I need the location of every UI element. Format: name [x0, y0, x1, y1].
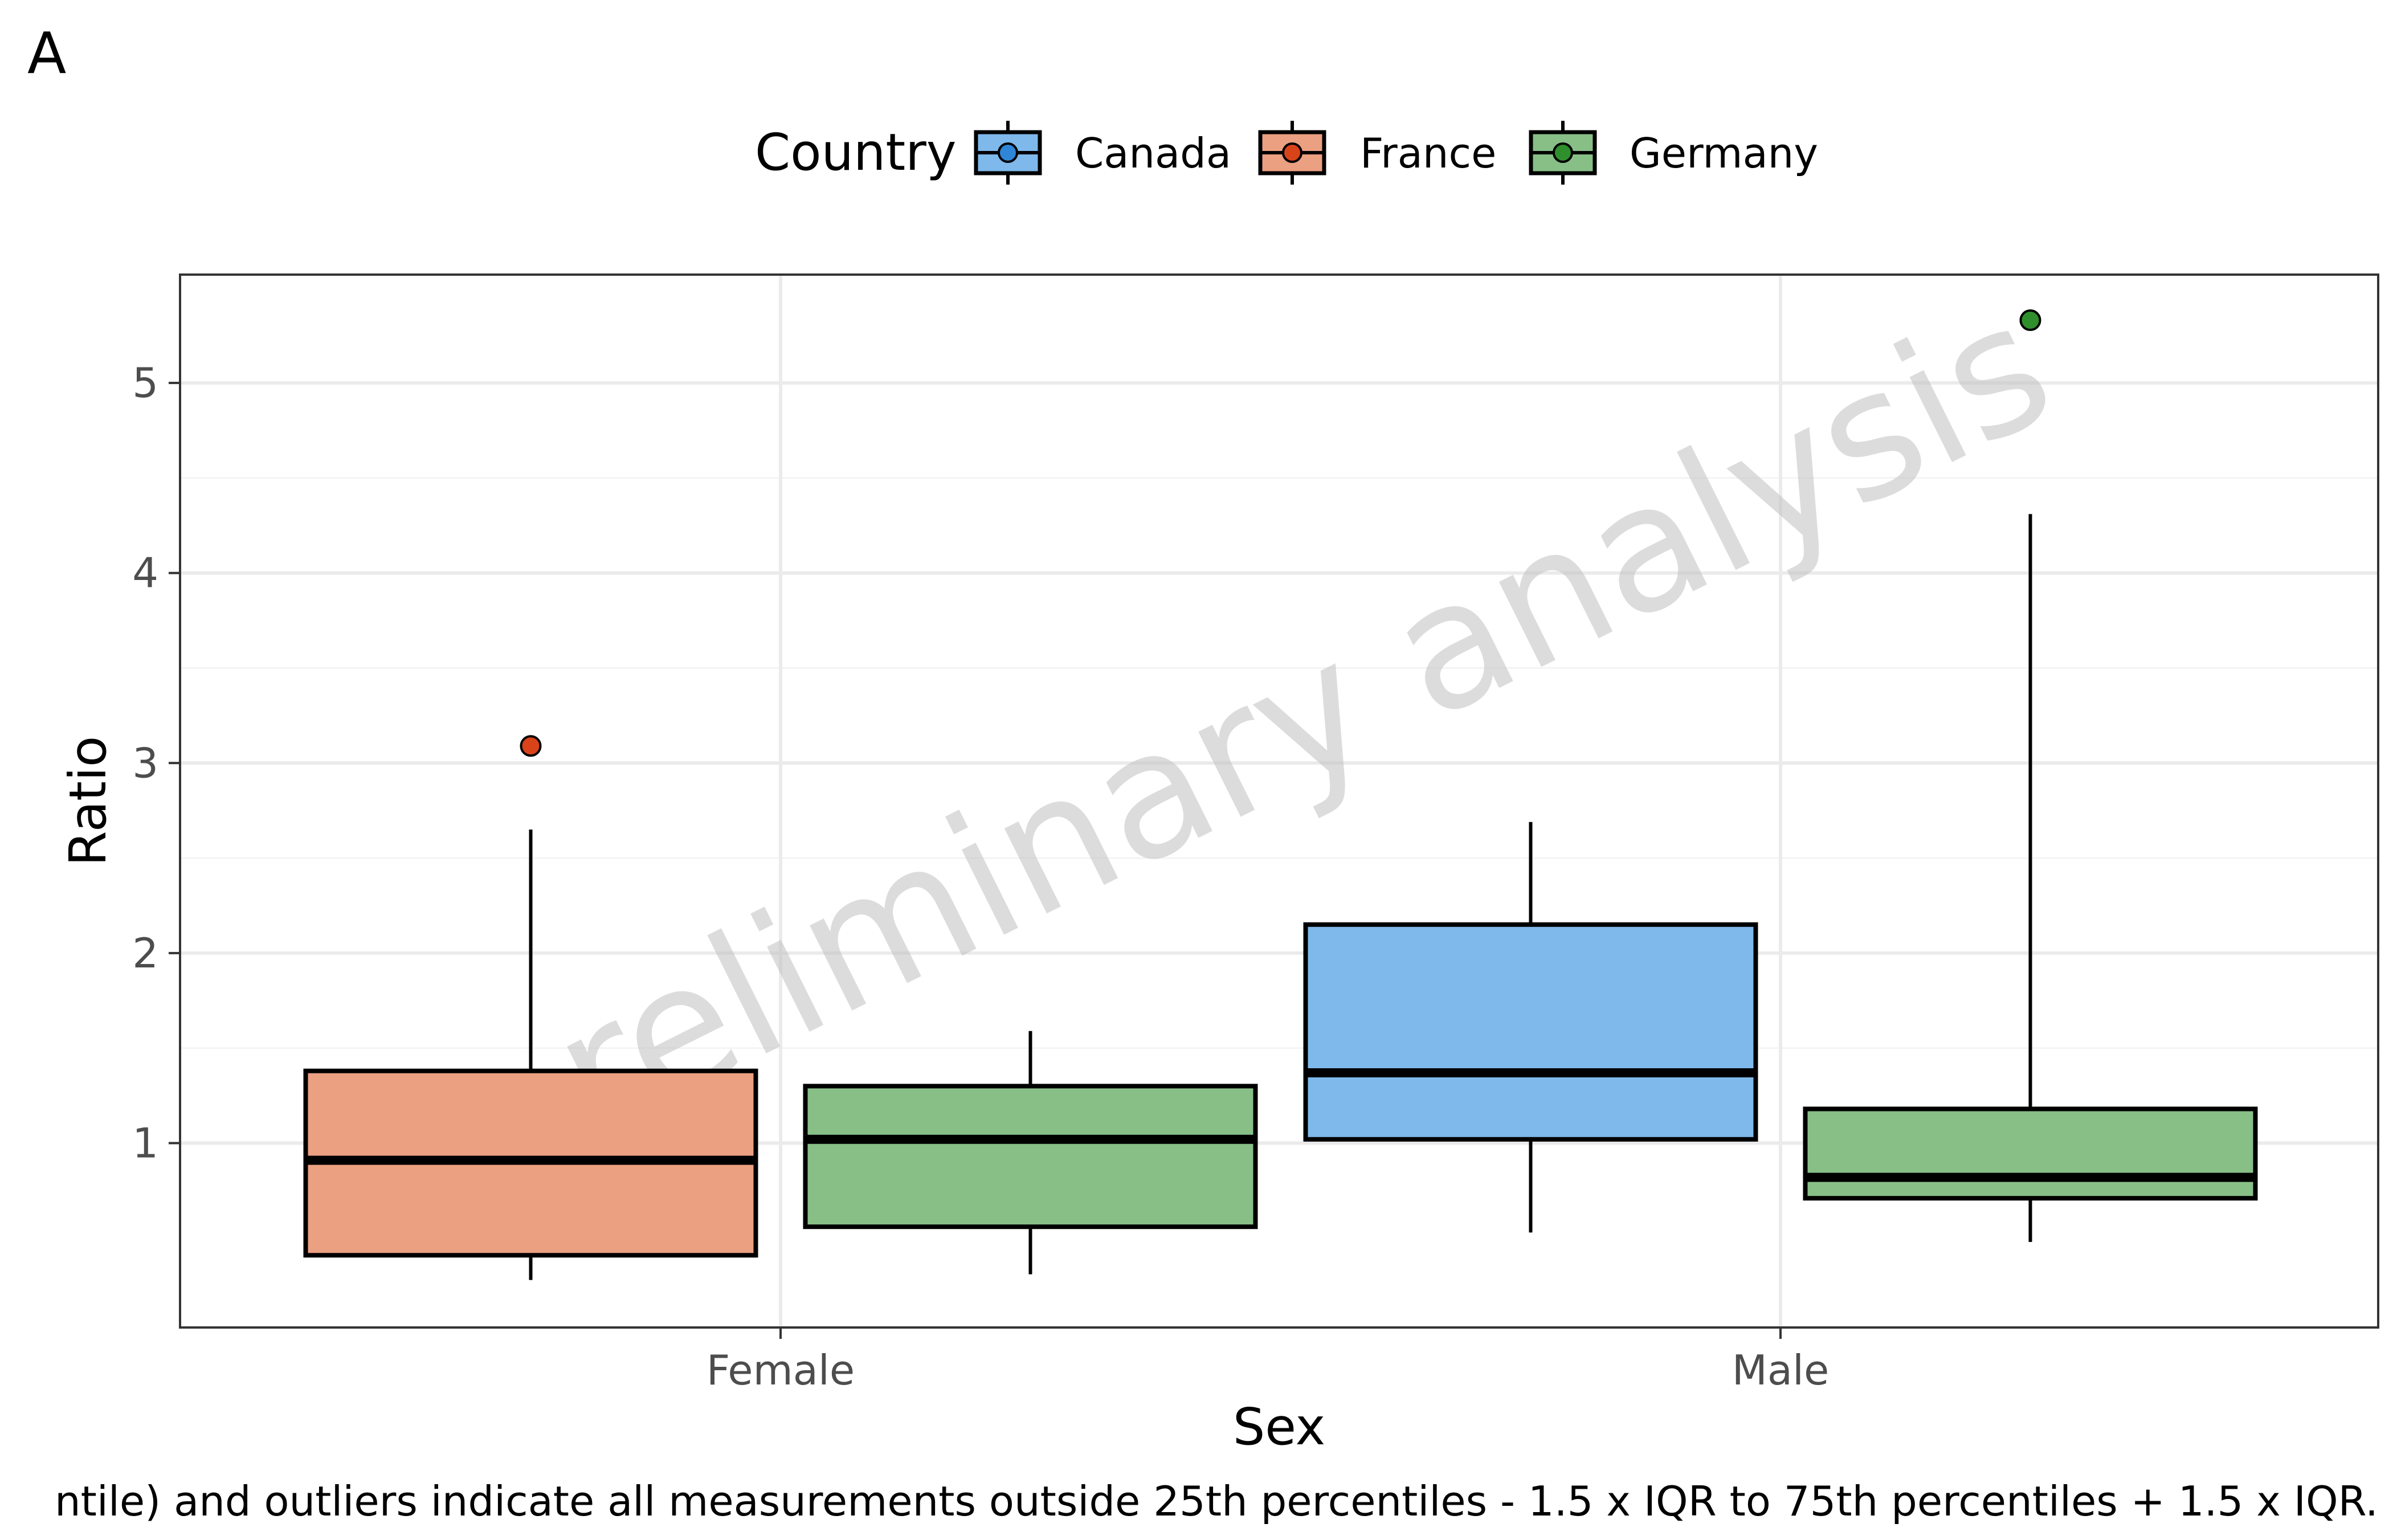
- axes: 1 2 3 4 5 Female Male: [132, 359, 1829, 1394]
- panel-tag: A: [27, 20, 66, 87]
- y-tick-label: 4: [132, 549, 158, 597]
- legend-key-point: [1282, 142, 1302, 163]
- legend-label-canada: Canada: [1075, 129, 1231, 177]
- y-axis-title: Ratio: [58, 736, 117, 867]
- legend-key-point: [1553, 142, 1573, 163]
- x-tick-label: Female: [707, 1346, 855, 1394]
- y-tick-label: 1: [132, 1119, 158, 1167]
- y-tick-label: 5: [132, 359, 158, 407]
- x-tick-label: Male: [1732, 1346, 1830, 1394]
- box-germany: [803, 1084, 1258, 1229]
- caption: ntile) and outliers indicate all measure…: [55, 1477, 2378, 1525]
- legend-label-france: France: [1360, 129, 1496, 177]
- legend-title: Country: [755, 122, 957, 182]
- grid: [180, 275, 2378, 1327]
- legend: Country Canada France Germany: [755, 121, 1818, 185]
- y-tick-label: 3: [132, 739, 158, 787]
- x-axis-title: Sex: [1233, 1397, 1325, 1456]
- box-canada: [1303, 922, 1758, 1142]
- plot-panel-border: [179, 273, 2379, 1329]
- outlier-point: [2019, 309, 2041, 332]
- outlier-point: [520, 735, 542, 757]
- boxes: [303, 309, 2258, 1280]
- legend-label-germany: Germany: [1630, 129, 1818, 177]
- y-tick-label: 2: [132, 929, 158, 977]
- legend-key-point: [998, 142, 1018, 163]
- box-germany: [1803, 1106, 2258, 1201]
